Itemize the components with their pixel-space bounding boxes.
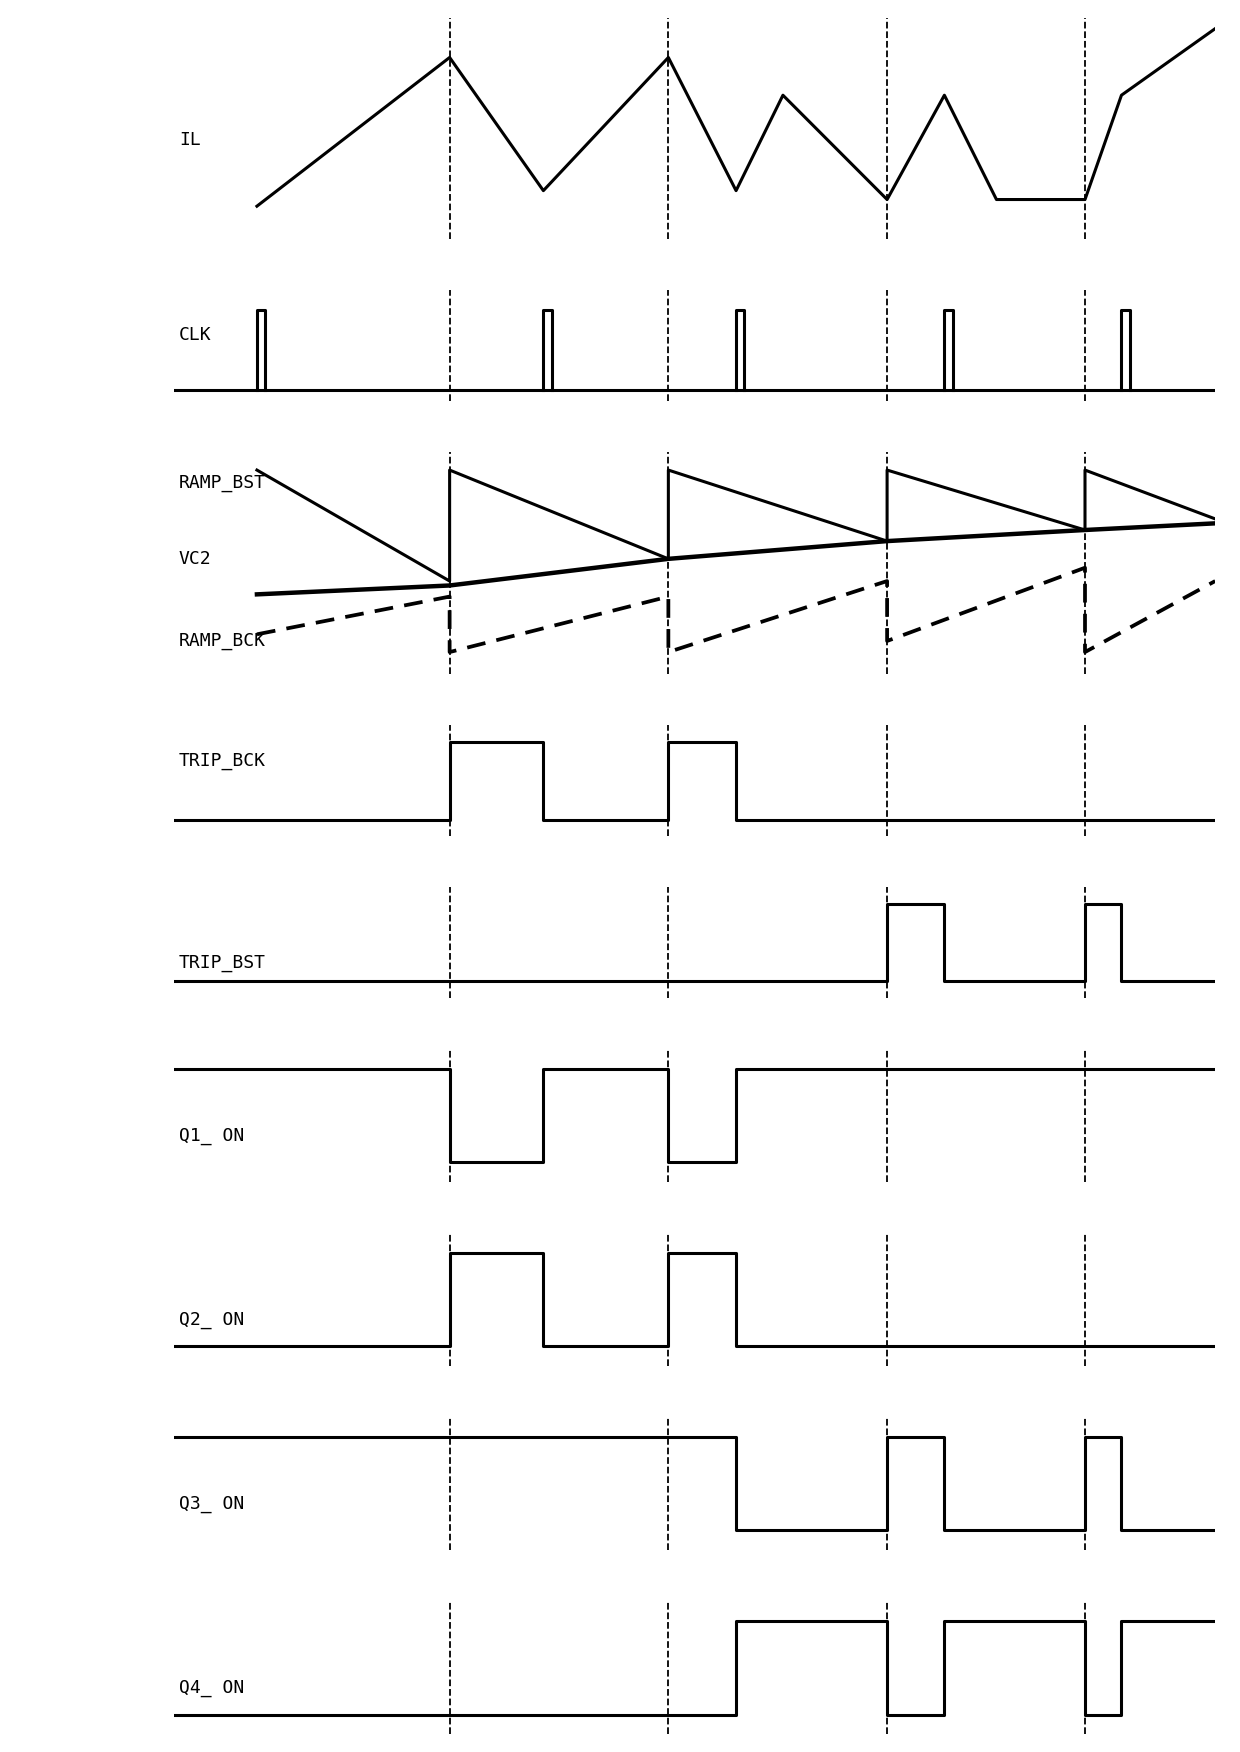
Text: CLK: CLK (179, 326, 212, 343)
Text: Q2_ ON: Q2_ ON (179, 1310, 244, 1328)
Text: Q4_ ON: Q4_ ON (179, 1678, 244, 1698)
Text: Q3_ ON: Q3_ ON (179, 1494, 244, 1512)
Text: RAMP_BST: RAMP_BST (179, 475, 265, 492)
Text: RAMP_BCK: RAMP_BCK (179, 632, 265, 650)
Text: TRIP_BST: TRIP_BST (179, 953, 265, 972)
Text: TRIP_BCK: TRIP_BCK (179, 752, 265, 769)
Text: Q1_ ON: Q1_ ON (179, 1127, 244, 1144)
Text: VC2: VC2 (179, 550, 212, 568)
Text: IL: IL (179, 131, 201, 149)
